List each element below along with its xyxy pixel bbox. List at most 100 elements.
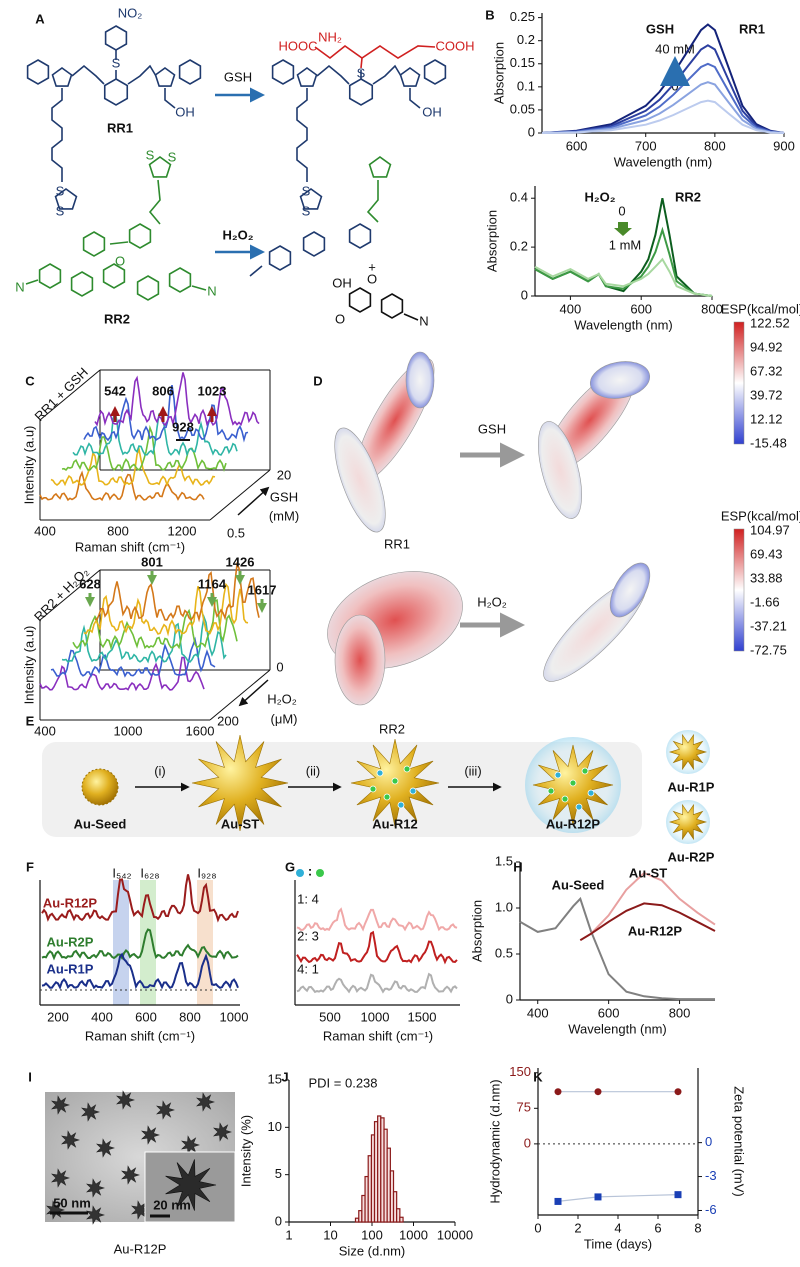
z-axis-title: (μM) — [271, 711, 298, 726]
esp-surface — [334, 614, 386, 706]
y-axis-title: Intensity (%) — [238, 1115, 253, 1187]
x-tick-label: 900 — [773, 138, 795, 153]
nanostar — [141, 1125, 160, 1145]
annotation: RR1 — [739, 21, 765, 36]
legend-dot — [296, 869, 304, 877]
annotation: 1 mM — [609, 237, 642, 252]
color-bar-label: 33.88 — [750, 570, 783, 585]
particle-name: Au-R12P — [546, 816, 601, 831]
ring — [271, 59, 295, 85]
panel-letter: G — [285, 859, 295, 874]
ring — [348, 78, 374, 106]
z-axis-title: H₂O₂ — [267, 691, 297, 706]
atom-label: O — [115, 253, 125, 268]
x-tick-label: 600 — [566, 138, 588, 153]
atom-label: S — [112, 55, 121, 70]
ring — [380, 293, 404, 319]
x-tick-label: 600 — [598, 1005, 620, 1020]
atom-label: S — [302, 183, 311, 198]
x-axis-title: Raman shift (cm⁻¹) — [85, 1028, 195, 1043]
ring — [70, 271, 94, 297]
x-tick-label: 400 — [34, 723, 56, 738]
peak-arrow — [235, 575, 245, 585]
atom-label: N — [207, 283, 216, 298]
z-tick-label: 0.5 — [227, 525, 245, 540]
y-tick-label: 0.2 — [517, 32, 535, 47]
bond — [164, 88, 176, 109]
y-tick-label: 10 — [268, 1119, 282, 1134]
spectrum — [296, 930, 458, 965]
x-tick-label: 400 — [91, 1009, 113, 1024]
x-tick-label: 800 — [701, 301, 723, 316]
annotation: 0 — [618, 203, 625, 218]
ratio-label: 4: 1 — [297, 961, 319, 976]
spectrum — [39, 470, 205, 502]
trend-arrow — [614, 222, 632, 236]
spectrum — [41, 952, 239, 990]
spectrum — [83, 384, 249, 443]
x-tick-label: 500 — [319, 1009, 341, 1024]
spectrum — [296, 972, 458, 994]
annotation: GSH — [646, 21, 674, 36]
peak-label: 806 — [152, 383, 174, 398]
panel-letter: E — [26, 713, 35, 728]
atom-label: NO₂ — [118, 5, 143, 20]
atom-label: S — [146, 147, 155, 162]
y-axis-title: Absorption — [469, 900, 484, 962]
peak-label: 801 — [141, 554, 163, 569]
ring — [302, 231, 326, 257]
color-bar-title: ESP(kcal/mol) — [721, 301, 800, 316]
y-axis-title: Absorption — [484, 210, 499, 272]
series-label: Au-R12P — [43, 895, 98, 910]
reporter — [587, 789, 595, 797]
peak-label: 928 — [172, 419, 194, 434]
stroke — [209, 669, 271, 721]
color-bar-label: 67.32 — [750, 363, 783, 378]
x-axis-title: Time (days) — [584, 1236, 652, 1251]
spectrum — [41, 928, 239, 961]
y-tick-label: 0.1 — [517, 78, 535, 93]
peak-arrow — [85, 597, 95, 607]
bond — [51, 88, 63, 182]
series-line — [519, 896, 715, 1001]
color-bar — [733, 528, 745, 652]
peak-arrow — [257, 603, 267, 613]
reporter — [376, 769, 384, 777]
ring — [299, 188, 323, 210]
x-tick-label: 400 — [527, 1005, 549, 1020]
spectrum — [94, 372, 260, 427]
y-tick-label: 1.0 — [495, 899, 513, 914]
spectrum — [39, 656, 205, 692]
esp-surface — [538, 421, 582, 519]
x-tick-label: 4 — [614, 1220, 621, 1235]
color-bar-label: 39.72 — [750, 387, 783, 402]
atom-label: OH — [175, 104, 195, 119]
point — [554, 1088, 562, 1096]
ring — [268, 245, 292, 271]
caption: Au-R12P — [114, 1241, 167, 1256]
x-tick-label: 1000 — [361, 1009, 390, 1024]
y-tick-label: 5 — [275, 1166, 282, 1181]
x-tick-label: 10 — [323, 1227, 337, 1242]
bar — [396, 1208, 401, 1223]
y-tick-label: 0.05 — [510, 101, 535, 116]
y-axis-title: Intensity (a.u) — [21, 626, 36, 705]
y-tick-label: 0.25 — [510, 9, 535, 24]
point — [554, 1197, 562, 1205]
x-axis-title: Wavelength (nm) — [574, 317, 673, 332]
annotation: PDI = 0.238 — [308, 1075, 377, 1090]
ring — [104, 25, 128, 51]
x-tick-label: 800 — [107, 523, 129, 538]
ring — [423, 59, 447, 85]
panel-letter: H — [513, 859, 522, 874]
panel-letter: B — [485, 7, 494, 22]
x-tick-label: 800 — [179, 1009, 201, 1024]
ring — [103, 78, 129, 106]
atom-label: S — [56, 203, 65, 218]
ring — [154, 67, 176, 87]
compound-name: RR1 — [107, 120, 133, 135]
reagent: GSH — [478, 421, 506, 436]
panel-letter: F — [26, 859, 34, 874]
bond — [316, 64, 350, 85]
